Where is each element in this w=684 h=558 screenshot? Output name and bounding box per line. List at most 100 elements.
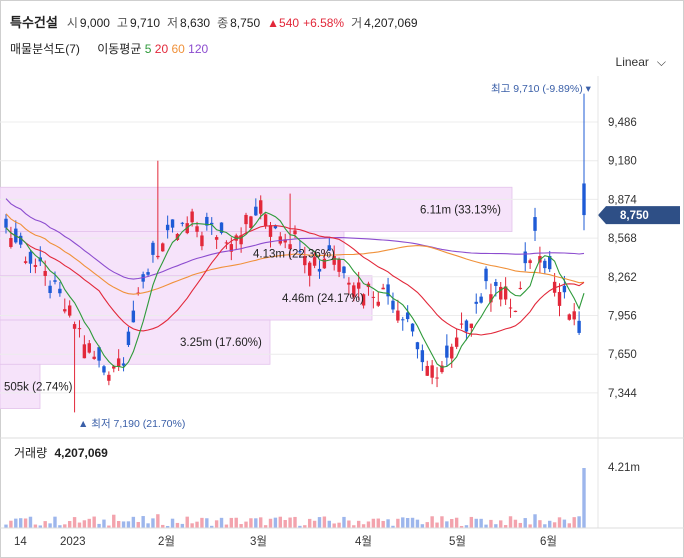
x-tick-label: 6월 [540, 535, 557, 548]
min-price-annotation: ▲ 최저 7,190 (21.70%) [78, 418, 185, 430]
volume-bar [219, 517, 224, 528]
candle-body [445, 345, 449, 358]
volume-bar [410, 517, 415, 528]
candle-body [528, 260, 532, 264]
volume-bar [312, 520, 317, 528]
candle-body [180, 222, 185, 224]
candle-body [146, 272, 150, 275]
candle-body [376, 301, 380, 306]
candle-body [513, 310, 518, 313]
volume-bar [151, 518, 155, 528]
candle-body [464, 320, 469, 332]
volume-bar [445, 521, 449, 528]
volume-bar [102, 519, 106, 528]
candle-body [224, 242, 229, 244]
volume-bar [459, 525, 464, 528]
candle-body [23, 261, 28, 263]
volume-bar [14, 518, 18, 528]
candle-body [401, 319, 405, 321]
volume-bar [82, 520, 87, 528]
volume-bar [214, 520, 219, 528]
volume-bar [479, 518, 483, 528]
candle-body [136, 292, 140, 294]
candle-body [405, 312, 410, 320]
volume-bar [538, 520, 542, 528]
volume-bar [205, 518, 209, 528]
y-tick-label: 8,262 [608, 272, 637, 284]
candle-body [112, 366, 116, 369]
candle-body [116, 358, 121, 367]
volume-bar [440, 516, 444, 528]
candle-body [33, 265, 38, 267]
volume-bar [381, 520, 385, 528]
moving-average-label[interactable]: 이동평균 [97, 42, 142, 56]
volume-profile-indicator[interactable]: 매물분석도(7) [10, 42, 80, 56]
candle-body [72, 324, 77, 329]
candle-body [263, 214, 268, 226]
volume-bar [239, 524, 243, 528]
candle-body [347, 282, 351, 285]
candle-body [415, 342, 420, 350]
candle-body [43, 271, 47, 276]
volume-bar [548, 520, 552, 528]
scale-selector[interactable]: Linear ⌵ [616, 55, 666, 70]
ma60-line [5, 213, 585, 295]
volume-bar [474, 518, 478, 528]
volume-bar [190, 523, 194, 528]
volume-bar [263, 525, 268, 528]
candle-body [239, 235, 243, 245]
candle-body [562, 285, 567, 293]
volume-bar [234, 517, 238, 528]
volume-bar [121, 521, 126, 528]
candle-body [322, 258, 327, 269]
candle-body [533, 217, 537, 231]
volume-profile-label: 4.46m (24.17%) [282, 293, 364, 305]
volume-bar [552, 522, 557, 528]
chevron-down-icon: ⌵ [656, 55, 666, 69]
volume-bar [386, 519, 390, 528]
candle-body [82, 344, 87, 359]
candle-body [548, 255, 552, 270]
candle-body [4, 218, 8, 228]
volume-bar [503, 525, 508, 528]
candle-body [489, 294, 493, 303]
candle-body [356, 282, 361, 289]
candle-body [190, 211, 194, 223]
volume-bar [283, 519, 287, 528]
x-tick-label: 4월 [355, 535, 372, 548]
candle-body [396, 310, 400, 321]
volume-bar [543, 524, 547, 528]
volume-bar [567, 523, 572, 528]
volume-bar [352, 525, 356, 528]
volume-bar [43, 521, 47, 528]
volume-bar [401, 517, 405, 528]
volume-bar [180, 523, 185, 528]
candle-body [567, 314, 572, 320]
volume-bar [87, 518, 91, 528]
volume-bar [396, 518, 400, 528]
candle-body [474, 301, 478, 304]
candle-body [77, 328, 82, 330]
indicator-bar: 매물분석도(7) 이동평균 5 20 60 120 [10, 40, 208, 57]
candle-body [327, 245, 331, 251]
volume-bar [405, 517, 410, 528]
close-value: 8,750 [230, 16, 261, 30]
volume-bar [97, 523, 101, 528]
candle-body [48, 285, 52, 294]
volume-profile-label: 6.11m (33.13%) [420, 204, 501, 216]
candle-body [210, 222, 214, 225]
volume-bar [259, 517, 263, 528]
ma20-label: 20 [154, 42, 169, 56]
volume-bar [322, 516, 327, 528]
candle-body [410, 323, 415, 332]
candle-body [420, 350, 425, 363]
x-tick-label: 5월 [449, 535, 466, 548]
candle-body [352, 285, 356, 297]
change-value: ▲540 [267, 16, 300, 30]
volume-bar [165, 525, 170, 528]
candle-body [469, 323, 474, 328]
volume-bar [572, 517, 576, 528]
candle-body [175, 233, 180, 240]
volume-bar [229, 517, 234, 528]
